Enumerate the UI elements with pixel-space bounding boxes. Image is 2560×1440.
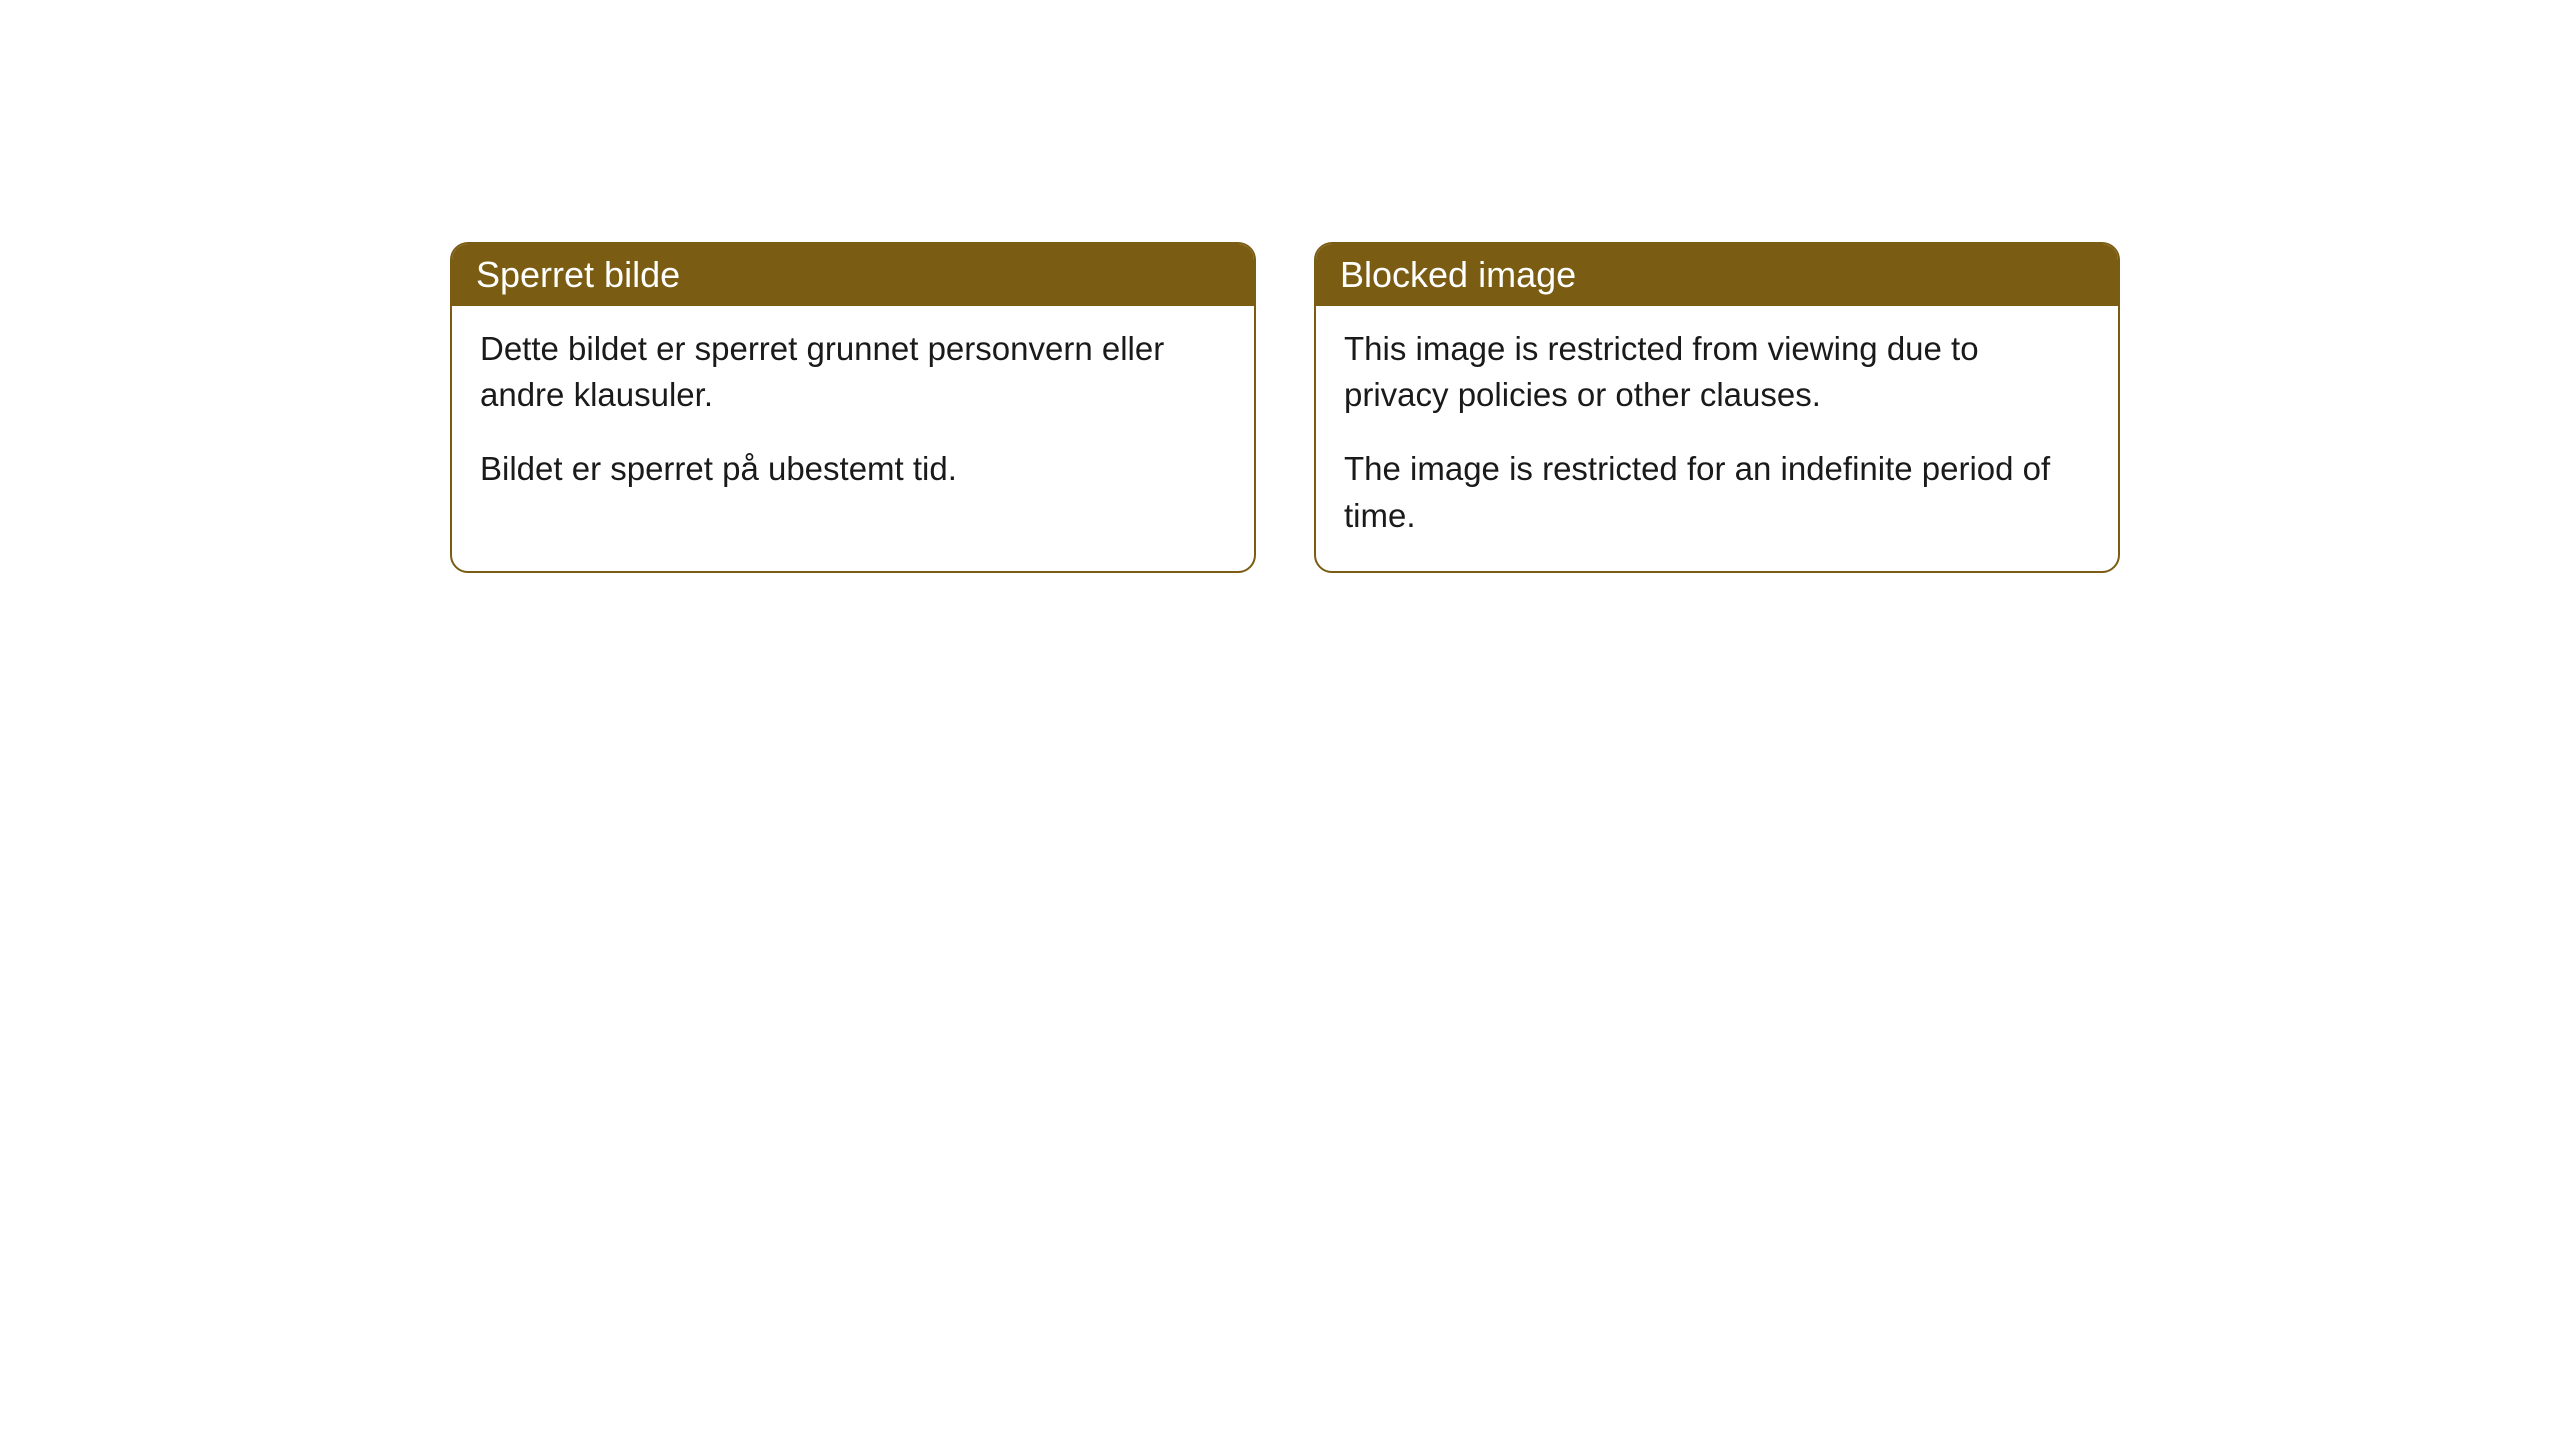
card-paragraph: The image is restricted for an indefinit…: [1344, 446, 2090, 538]
card-header: Blocked image: [1316, 244, 2118, 306]
card-paragraph: Dette bildet er sperret grunnet personve…: [480, 326, 1226, 418]
card-body: Dette bildet er sperret grunnet personve…: [452, 306, 1254, 525]
card-paragraph: Bildet er sperret på ubestemt tid.: [480, 446, 1226, 492]
card-paragraph: This image is restricted from viewing du…: [1344, 326, 2090, 418]
card-title: Sperret bilde: [476, 254, 680, 295]
card-norwegian: Sperret bilde Dette bildet er sperret gr…: [450, 242, 1256, 573]
card-title: Blocked image: [1340, 254, 1576, 295]
card-english: Blocked image This image is restricted f…: [1314, 242, 2120, 573]
card-body: This image is restricted from viewing du…: [1316, 306, 2118, 571]
card-header: Sperret bilde: [452, 244, 1254, 306]
cards-container: Sperret bilde Dette bildet er sperret gr…: [450, 242, 2560, 573]
